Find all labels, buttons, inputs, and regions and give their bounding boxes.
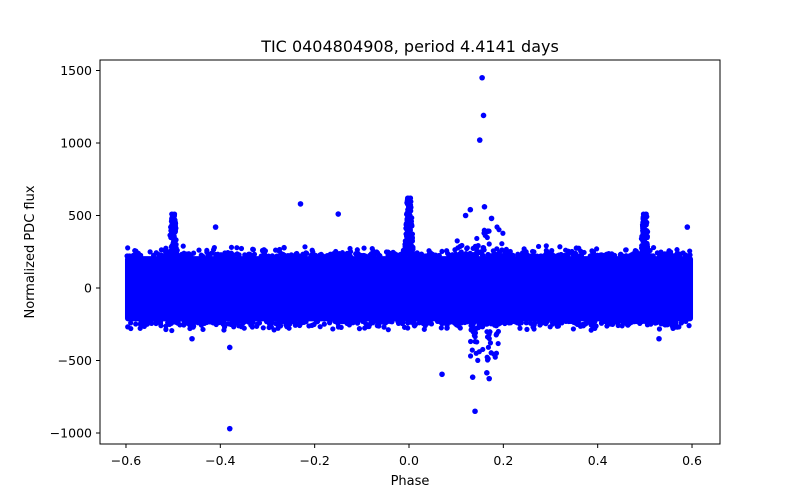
svg-text:0.2: 0.2	[493, 453, 513, 468]
svg-text:0.6: 0.6	[682, 453, 702, 468]
data-points	[124, 74, 694, 432]
svg-text:−500: −500	[58, 353, 92, 368]
svg-text:1500: 1500	[60, 63, 92, 78]
plot-area-frame	[99, 59, 721, 445]
svg-text:0.0: 0.0	[399, 453, 419, 468]
svg-text:−0.2: −0.2	[299, 453, 329, 468]
chart-title: TIC 0404804908, period 4.4141 days	[260, 37, 559, 56]
svg-text:−0.4: −0.4	[205, 453, 235, 468]
svg-text:−1000: −1000	[50, 426, 92, 441]
svg-text:−0.6: −0.6	[111, 453, 141, 468]
x-axis-ticks: −0.6 −0.4 −0.2 0.0 0.2 0.4 0.6	[111, 444, 702, 468]
svg-text:500: 500	[68, 208, 92, 223]
svg-text:0: 0	[84, 281, 92, 296]
y-axis-label: Normalized PDC flux	[23, 185, 38, 318]
svg-text:1000: 1000	[60, 136, 92, 151]
y-axis-ticks: −1000 −500 0 500 1000 1500	[50, 63, 100, 441]
x-axis-label: Phase	[391, 474, 430, 489]
svg-text:0.4: 0.4	[588, 453, 608, 468]
